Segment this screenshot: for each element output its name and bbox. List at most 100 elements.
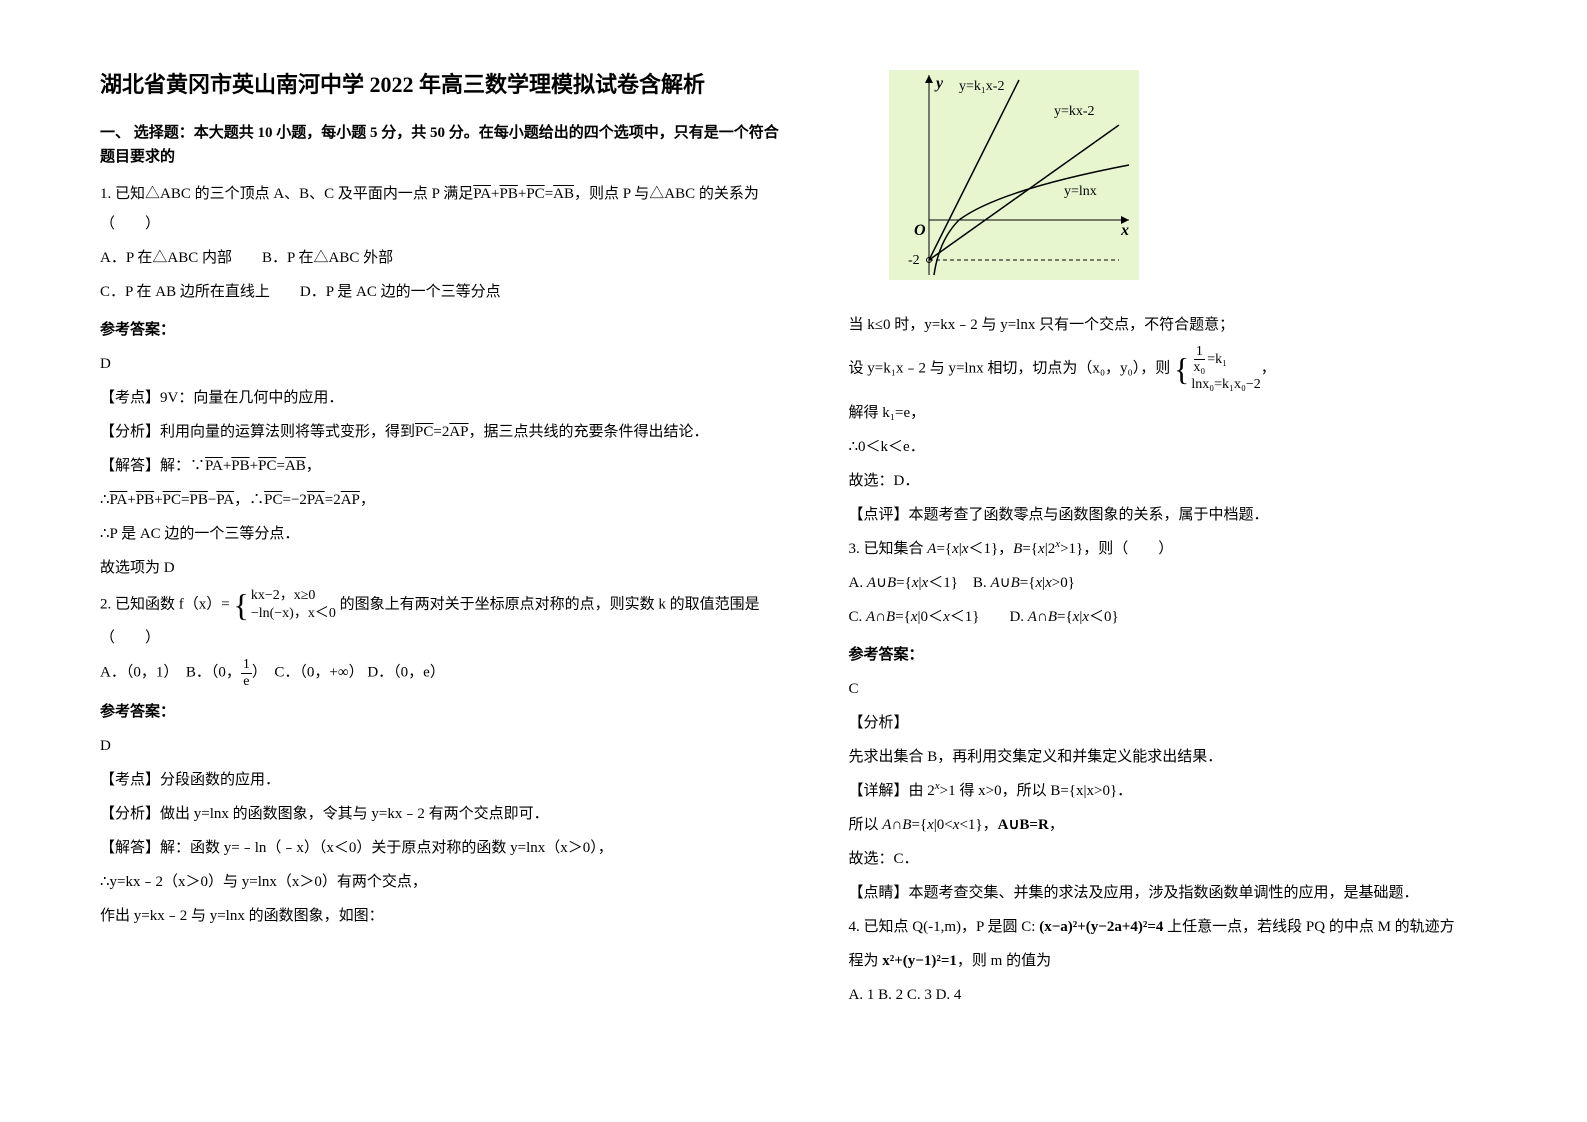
q1-analysis-end: ，据三点共线的充要条件得出结论． [469, 424, 709, 440]
q4-stem-c: 程为 [849, 953, 879, 969]
q1-answer-label: 参考答案： [100, 315, 789, 345]
q2-options: A．（0，1） B．（0，1e） C．（0，+∞） D．（0，e） [100, 657, 789, 689]
q3-analysis: 先求出集合 B，再利用交集定义和并集定义能求出结果． [849, 742, 1538, 772]
q4-stem-d: ，则 m 的值为 [957, 953, 1051, 969]
q3-detail-label: 【详解】由 [849, 783, 924, 799]
q1s1-pa: PA [205, 451, 223, 481]
col2-line4: ∴0＜k＜e． [849, 432, 1538, 462]
q1-stem: 1. 已知△ABC 的三个顶点 A、B、C 及平面内一点 P 满足PA+PB+P… [100, 179, 789, 239]
q3-opt-d: D. A∩B={x|x＜0} [1009, 609, 1118, 625]
q1-sol2-a: ∴ [100, 492, 110, 508]
q2-frac: 1e [241, 657, 252, 689]
y-label: y [934, 75, 944, 92]
lnx-label: y=lnx [1064, 184, 1097, 199]
q1-sol2-mid: ，∴ [234, 492, 264, 508]
q2-frac-den: e [241, 674, 251, 689]
q1-sol-1: 【解答】解：∵PA+PB+PC=AB， [100, 451, 789, 481]
q3-detail2: 所以 A∩B={x|0<x<1}，A∪B=R， [849, 810, 1538, 840]
q1s2-pa2: PA [216, 485, 234, 515]
q1-ana-vec1: PC [415, 417, 433, 447]
q4-traj-eq: x²+(y−1)²=1 [882, 953, 957, 969]
q1-vec-ab: AB [553, 179, 574, 209]
exam-title: 湖北省黄冈市英山南河中学 2022 年高三数学理模拟试卷含解析 [100, 70, 789, 101]
q3-detail: 【详解】由 2x>1 得 x>0，所以 B={x|x>0}． [849, 776, 1538, 806]
col2-line1: 当 k≤0 时，y=kx﹣2 与 y=lnx 只有一个交点，不符合题意； [849, 310, 1538, 340]
q3-detail3: 故选：C． [849, 844, 1538, 874]
x-label: x [1120, 222, 1129, 239]
q2-answer: D [100, 731, 789, 761]
q1-options-ab: A．P 在△ABC 内部 B．P 在△ABC 外部 [100, 243, 789, 273]
q2-stem-a: 2. 已知函数 f（x）= [100, 596, 230, 612]
q4-stem-a: 4. 已知点 Q(-1,m)，P 是圆 C: [849, 919, 1036, 935]
q3-opt-c: C. A∩B={x|0＜x＜1} [849, 609, 980, 625]
q1s2-pa: PA [110, 485, 128, 515]
q3-opts-ab: A. A∪B={x|x＜1} B. A∪B={x|x>0} [849, 568, 1538, 598]
q4-stem-1: 4. 已知点 Q(-1,m)，P 是圆 C: (x−a)²+(y−2a+4)²=… [849, 912, 1538, 942]
kx-label: y=kx-2 [1054, 104, 1095, 119]
q2-sol-3: 作出 y=kx﹣2 与 y=lnx 的函数图象，如图： [100, 901, 789, 931]
q2-opt-b: B．（0， [186, 665, 241, 681]
left-brace-icon: { [233, 589, 248, 621]
q1s1-pb: PB [231, 451, 249, 481]
q1s2-pa3: PA [307, 485, 325, 515]
q1-analysis-text: 【分析】利用向量的运算法则将等式变形，得到 [100, 424, 415, 440]
q4-stem-2: 程为 x²+(y−1)²=1，则 m 的值为 [849, 946, 1538, 976]
q1-vec-pb: PB [500, 179, 518, 209]
col2-line2: 设 y=k₁x﹣2 与 y=lnx 相切，切点为（x₀，y₀），则 { 1x₀=… [849, 344, 1538, 394]
q1s1-pc: PC [258, 451, 276, 481]
q3-detail-mid: 得 x>0，所以 B={x|x>0}． [959, 783, 1132, 799]
q1-point: 【考点】9V：向量在几何中的应用． [100, 383, 789, 413]
graph-bg [889, 70, 1139, 280]
q4-circle-eq: (x−a)²+(y−2a+4)²=4 [1039, 919, 1163, 935]
bt-den: x₀ [1191, 360, 1207, 375]
q1-sol-4: 故选项为 D [100, 553, 789, 583]
q1s2-pc2: PC [264, 485, 282, 515]
k1-label: y=k₁x-2 [959, 79, 1004, 94]
q4-stem-b: 上任意一点，若线段 PQ 的中点 M 的轨迹方 [1167, 919, 1455, 935]
bt-num: 1 [1194, 344, 1205, 360]
q1-options-cd: C．P 在 AB 边所在直线上 D．P 是 AC 边的一个三等分点 [100, 277, 789, 307]
col2-brace: { 1x₀=k₁ lnx₀=k₁x₀−2 [1174, 344, 1261, 394]
q1s2-pb: PB [136, 485, 154, 515]
col2-line2-end: ， [1261, 360, 1276, 376]
left-column: 湖北省黄冈市英山南河中学 2022 年高三数学理模拟试卷含解析 一、 选择题：本… [100, 70, 789, 1014]
q2-stem: 2. 已知函数 f（x）= { kx−2，x≥0 −ln(−x)，x＜0 的图象… [100, 587, 789, 653]
left-brace-icon2: { [1174, 353, 1189, 385]
bt-eq: =k₁ [1207, 352, 1227, 367]
q1-opt-d: D．P 是 AC 边的一个三等分点 [300, 284, 501, 300]
q1-opt-c: C．P 在 AB 边所在直线上 [100, 284, 270, 300]
col2-line6: 【点评】本题考查了函数零点与函数图象的关系，属于中档题． [849, 500, 1538, 530]
q2-opt-c: C．（0，+∞） [274, 665, 363, 681]
col2-line5: 故选：D． [849, 466, 1538, 496]
function-graph: y x O -2 y=k₁x-2 y=kx-2 y=lnx [889, 70, 1139, 280]
q3-answer: C [849, 674, 1538, 704]
q1s1-ab: AB [285, 451, 306, 481]
col2-line2a: 设 y=k₁x﹣2 与 y=lnx 相切，切点为（x₀，y₀），则 [849, 360, 1171, 376]
q3-answer-label: 参考答案： [849, 640, 1538, 670]
q2-piece1: kx−2，x≥0 [251, 587, 336, 605]
q2-frac-num: 1 [241, 657, 252, 673]
brace-top: 1x₀=k₁ [1191, 344, 1260, 376]
q3-analysis-label: 【分析】 [849, 708, 1538, 738]
q2-piecewise: { kx−2，x≥0 −ln(−x)，x＜0 [233, 587, 335, 623]
origin-label: O [914, 222, 926, 239]
q3-comment: 【点睛】本题考查交集、并集的求法及应用，涉及指数函数单调性的应用，是基础题． [849, 878, 1538, 908]
q2-opt-d: D．（0，e） [367, 665, 445, 681]
q2-opt-a: A．（0，1） [100, 665, 171, 681]
q1-sol2-end: ， [360, 492, 375, 508]
q3-stem: 3. 已知集合 A={x|x＜1}，B={x|2x>1}，则（ ） [849, 534, 1538, 564]
q1-stem-a: 1. 已知△ABC 的三个顶点 A、B、C 及平面内一点 P 满足 [100, 186, 473, 202]
q1-vec-pc: PC [526, 179, 544, 209]
minus2-label: -2 [908, 253, 920, 268]
q1s2-pb2: PB [189, 485, 207, 515]
q1-sol-3: ∴P 是 AC 边的一个三等分点． [100, 519, 789, 549]
q1s2-ap: AP [341, 485, 360, 515]
q2-answer-label: 参考答案： [100, 697, 789, 727]
q1-sol-2: ∴PA+PB+PC=PB−PA，∴PC=−2PA=2AP， [100, 485, 789, 515]
q2-piece2: −ln(−x)，x＜0 [251, 605, 336, 623]
q1s2-pc: PC [163, 485, 181, 515]
right-column: y x O -2 y=k₁x-2 y=kx-2 y=lnx 当 k≤0 时，y=… [849, 70, 1538, 1014]
q2-point: 【考点】分段函数的应用． [100, 765, 789, 795]
q1-opt-b: B．P 在△ABC 外部 [262, 250, 393, 266]
q1-sol-label: 【解答】解：∵ [100, 458, 205, 474]
